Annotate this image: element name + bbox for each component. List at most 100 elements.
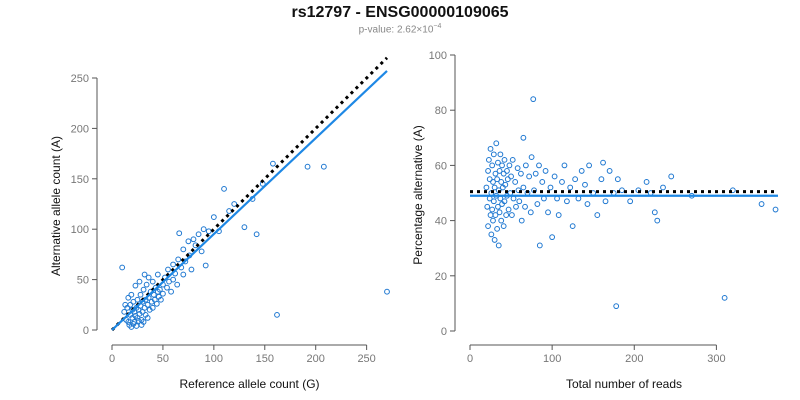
right-x-axis-label: Total number of reads	[566, 377, 682, 391]
left-data-point	[157, 296, 164, 303]
right-data-point	[489, 162, 496, 169]
right-data-point	[522, 162, 529, 169]
right-data-point	[485, 156, 492, 163]
right-data-point	[536, 242, 543, 249]
right-data-point	[651, 209, 658, 216]
right-x-tick-label: 300	[707, 353, 725, 365]
left-fit-line	[111, 70, 388, 331]
right-scatter-panel: 0 100 200 300 0 20 40 60 80 100 Total number of re…	[411, 50, 779, 391]
right-data-point	[582, 181, 588, 188]
left-data-point	[145, 274, 152, 281]
right-data-point	[491, 237, 498, 243]
left-data-point	[198, 248, 205, 255]
right-data-point	[578, 168, 585, 174]
left-x-tick-label: 0	[109, 353, 115, 365]
right-data-point	[485, 223, 491, 230]
left-data-point	[122, 301, 129, 308]
right-data-point	[494, 176, 501, 183]
left-data-point	[241, 224, 248, 231]
left-data-point	[253, 231, 260, 238]
right-data-point	[490, 179, 496, 185]
right-data-point	[505, 206, 512, 213]
right-data-point	[660, 184, 666, 191]
left-data-point	[200, 226, 207, 233]
right-data-point	[572, 176, 579, 183]
right-data-point	[532, 170, 539, 177]
left-data-point	[170, 276, 177, 283]
right-x-tick-label: 200	[625, 353, 643, 365]
right-data-point	[490, 151, 497, 158]
right-data-point	[567, 184, 574, 191]
p-value-text: p-value: 2.62×10	[358, 24, 434, 36]
left-data-point	[160, 290, 166, 297]
right-data-point	[721, 294, 728, 301]
right-data-point	[551, 173, 558, 180]
left-data-point	[180, 271, 187, 278]
left-y-axis-label: Alternative allele count (A)	[49, 136, 63, 276]
right-data-point	[613, 303, 620, 310]
chart-title: rs12797 - ENSG00000109065	[291, 4, 509, 21]
right-data-point	[520, 134, 527, 141]
right-data-point	[489, 206, 496, 213]
right-data-point	[514, 165, 521, 172]
right-data-point	[606, 168, 613, 174]
left-data-point	[320, 163, 327, 170]
right-data-point	[488, 231, 495, 238]
left-x-tick-label: 100	[205, 353, 223, 365]
left-data-point	[125, 319, 132, 325]
right-data-point	[496, 168, 503, 174]
left-data-point	[140, 286, 147, 293]
left-data-point	[188, 266, 195, 273]
left-y-tick-label: 100	[71, 224, 89, 236]
left-x-tick-label: 50	[157, 353, 169, 365]
left-data-point	[210, 214, 217, 221]
right-data-point	[495, 242, 502, 249]
right-data-point	[586, 162, 592, 169]
left-data-point	[274, 311, 280, 318]
right-data-point	[526, 173, 533, 180]
right-data-point	[598, 176, 605, 183]
right-data-point	[594, 212, 601, 218]
right-data-point	[522, 203, 528, 210]
left-data-point	[141, 271, 148, 278]
right-data-point	[498, 217, 505, 224]
left-data-point	[384, 288, 390, 295]
right-data-point	[500, 223, 507, 230]
right-y-tick-label: 100	[429, 50, 447, 62]
right-data-point	[487, 212, 494, 218]
left-data-point	[195, 231, 202, 238]
right-y-tick-label: 0	[441, 326, 447, 338]
right-data-point	[534, 201, 541, 207]
left-x-tick-label: 200	[307, 353, 325, 365]
right-data-point	[493, 140, 500, 147]
right-data-point	[518, 217, 525, 224]
right-data-point	[494, 225, 501, 232]
left-y-tick-label: 250	[71, 73, 89, 85]
right-x-tick-label: 100	[543, 353, 561, 365]
right-data-point	[483, 184, 490, 191]
left-data-point	[185, 238, 192, 245]
left-data-point	[134, 296, 141, 303]
right-data-point	[584, 201, 591, 207]
left-data-point	[121, 308, 128, 315]
left-data-point	[125, 294, 132, 301]
right-data-point	[569, 223, 576, 230]
right-data-point	[530, 96, 537, 103]
right-data-point	[492, 212, 499, 218]
right-data-point	[561, 162, 568, 169]
right-data-point	[516, 198, 523, 205]
right-data-point	[518, 170, 524, 177]
right-data-point	[758, 201, 765, 207]
right-y-tick-label: 60	[435, 160, 447, 172]
left-data-point	[190, 236, 197, 243]
left-y-tick-label: 0	[83, 325, 89, 337]
right-data-point	[509, 156, 516, 163]
left-y-tick-label: 50	[77, 275, 89, 287]
right-data-point	[643, 179, 650, 185]
right-data-point	[501, 156, 508, 163]
left-data-point	[168, 288, 174, 295]
right-y-tick-label: 80	[435, 105, 447, 117]
right-data-point	[527, 209, 534, 216]
left-data-point	[176, 230, 183, 237]
right-y-tick-label: 40	[435, 216, 447, 228]
